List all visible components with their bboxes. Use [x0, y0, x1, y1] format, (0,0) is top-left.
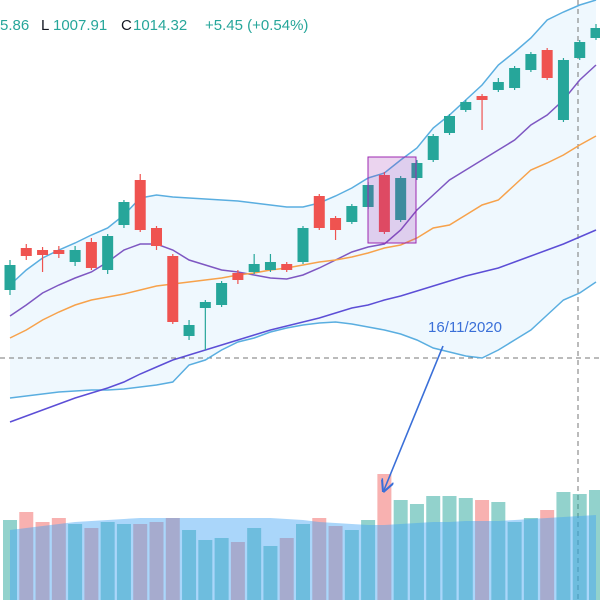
candle-body	[492, 82, 504, 90]
candle-body	[297, 228, 309, 262]
candle-body	[216, 283, 228, 305]
volume-bar	[393, 500, 408, 600]
volume-bar	[116, 524, 131, 600]
volume-bar	[247, 528, 262, 600]
volume-bar	[84, 528, 99, 600]
volume-bar	[458, 498, 473, 600]
candle-body	[199, 302, 211, 308]
candle-body	[313, 196, 325, 228]
volume-ma-area	[10, 515, 596, 600]
candle-body	[590, 28, 600, 38]
band-fill	[10, 0, 596, 398]
volume-bar	[556, 492, 571, 600]
header-change: +5.45 (+0.54%)	[205, 17, 308, 34]
candle-body	[427, 136, 439, 160]
series-line	[9, 229, 597, 423]
background	[10, 0, 596, 398]
candle-body	[525, 54, 537, 70]
candle-body	[476, 96, 488, 100]
volume-bar	[491, 502, 506, 600]
candle-body	[20, 248, 32, 256]
candle-body	[248, 264, 260, 272]
volume-bar	[344, 530, 359, 600]
candle-body	[183, 325, 195, 336]
candle-body	[346, 206, 358, 222]
candle-body	[378, 175, 390, 232]
candle-body	[118, 202, 130, 225]
series-line	[9, 135, 597, 339]
volume-bar	[100, 522, 115, 600]
candle-body	[509, 68, 521, 88]
header-low-label: L	[41, 17, 49, 34]
candle-body	[102, 236, 114, 270]
candle-body	[444, 116, 455, 133]
header: 5.86 L 1007.91 C 1014.32 +5.45 (+0.54%)	[0, 17, 308, 34]
candle-body	[69, 250, 81, 262]
volume-bar	[361, 520, 376, 600]
candle-body	[574, 42, 586, 58]
header-low: 1007.91	[53, 17, 107, 34]
candle-body	[541, 50, 553, 78]
candle-body	[232, 273, 244, 280]
series-line	[9, 281, 597, 399]
candle-body	[85, 242, 97, 268]
header-close: 1014.32	[133, 17, 187, 34]
volume-bar	[230, 542, 245, 600]
volume-bar	[149, 522, 164, 600]
candle-body	[151, 228, 162, 246]
candle-body	[460, 102, 472, 110]
candle-body	[264, 262, 276, 270]
candle-body	[37, 250, 49, 255]
volume-bar	[312, 518, 327, 600]
volume-bar	[328, 526, 343, 600]
plot	[3, 0, 600, 600]
candle-body	[167, 256, 179, 322]
volume-bar	[589, 490, 600, 600]
volume-bar	[182, 530, 197, 600]
volume-bar	[263, 546, 278, 600]
volume-bar	[442, 496, 457, 600]
header-close-label: C	[121, 17, 132, 34]
highlight-box	[367, 156, 417, 244]
candle-body	[395, 178, 407, 220]
candle-body	[411, 163, 423, 178]
volume-bar	[214, 538, 229, 600]
volume-bar	[165, 518, 180, 600]
volume-bar	[523, 518, 538, 600]
volume-bar	[3, 520, 17, 600]
volume-bar	[475, 500, 490, 600]
volume-bar	[377, 474, 392, 600]
volume-bar	[133, 524, 148, 600]
volume-bar	[68, 524, 83, 600]
volume-bar	[540, 510, 555, 600]
candle-body	[4, 265, 16, 290]
volume-bar	[507, 522, 522, 600]
volume-bar	[409, 504, 424, 600]
series-line	[9, 0, 597, 286]
volume-bar	[19, 512, 34, 600]
annotation: 16/11/2020	[428, 319, 502, 336]
candle-body	[53, 250, 65, 254]
volume-bar	[35, 522, 50, 600]
volume-bar	[198, 540, 213, 600]
candle-body	[281, 264, 293, 270]
volume-bar	[296, 524, 310, 600]
candle-body	[557, 60, 569, 120]
annotation-arrow	[384, 345, 444, 490]
candle-body	[134, 180, 146, 230]
header-open: 5.86	[0, 17, 29, 34]
volume-bar	[51, 518, 66, 600]
volume-bar	[279, 538, 294, 600]
volume-bar	[426, 496, 441, 600]
volume-bar	[572, 494, 587, 600]
candle-body	[330, 218, 342, 230]
